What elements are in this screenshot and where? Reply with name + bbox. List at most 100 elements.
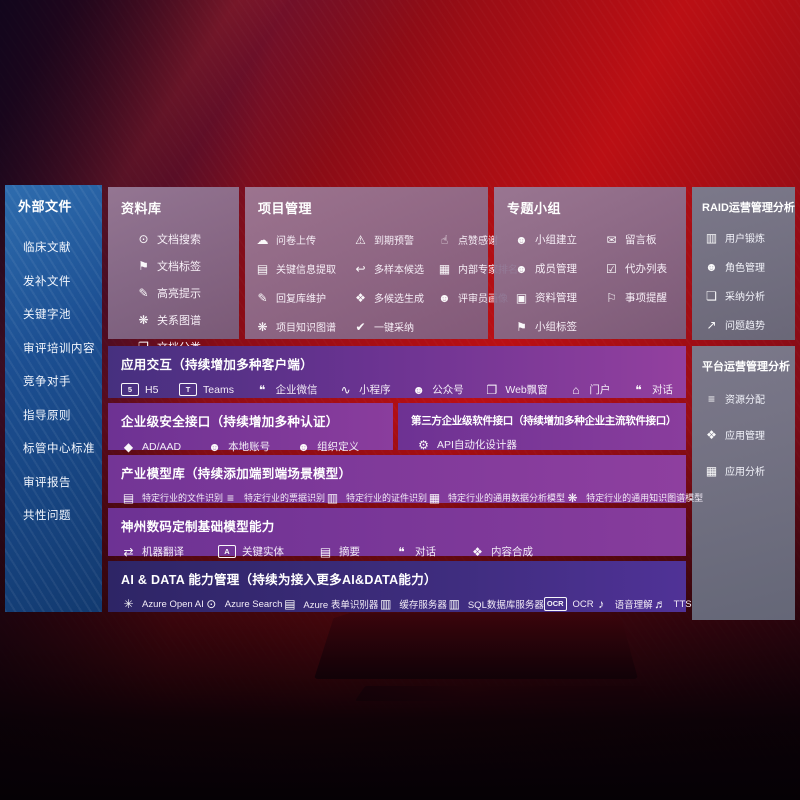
feature-label: 到期预警 [374, 236, 414, 247]
industry-model-title: 产业模型库（持续添加端到端场景模型） [121, 467, 352, 481]
alarm-warning-icon: ⚠ [355, 232, 366, 247]
feature-item: ▥ 缓存服务器 [378, 597, 447, 611]
base-model-title: 神州数码定制基础模型能力 [121, 520, 275, 534]
feature-item: T Teams [179, 382, 234, 397]
feature-item: ❋ 项目知识图谱 [255, 319, 353, 335]
ai-data-band: AI & DATA 能力管理（持续为接入更多AI&DATA能力） ✳ Azure… [108, 561, 692, 612]
material-manage-icon: ▣ [515, 290, 528, 305]
third-party-interface-items: ⚙ API自动化设计器 [416, 437, 673, 452]
feature-label: 问卷上传 [276, 236, 316, 247]
openai-icon: ✳ [123, 597, 134, 611]
feature-item: ❋ 关系图谱 [136, 312, 239, 328]
feature-item: ▦ 应用分析 [704, 463, 795, 479]
feature-label: 内部专家排名 [458, 265, 518, 276]
feature-item: ⚑ 小组标签 [514, 319, 604, 334]
azure-search-icon: ⊙ [206, 597, 217, 611]
platform-analysis-items: ≡ 资源分配 ❖ 应用管理 ▦ 应用分析 [704, 391, 795, 479]
external-file-item: 标管中心标准 [23, 443, 95, 455]
feature-label: 点赞感谢 [458, 236, 498, 247]
feature-label: 成员管理 [535, 263, 577, 275]
feature-item: ☻ 组织定义 [296, 439, 359, 454]
feature-label: 本地账号 [228, 441, 271, 453]
doc-tag-icon: ⚑ [138, 259, 149, 273]
feature-item: ☻ 角色管理 [704, 259, 795, 275]
official-account-icon: ☻ [412, 382, 426, 397]
feature-item: ⊙ Azure Search [204, 597, 282, 611]
feature-label: 采纳分析 [725, 292, 765, 303]
feature-label: 公众号 [432, 384, 464, 396]
feature-item: ❝ 对话 [394, 544, 436, 559]
feature-item: ⚠ 到期预警 [353, 232, 437, 248]
feature-item: ✉ 留言板 [604, 232, 680, 247]
knowledge-graph-model-icon: ❋ [567, 490, 578, 505]
feature-item: ❖ 多候选生成 [353, 290, 437, 306]
external-file-item: 临床文献 [23, 242, 71, 254]
user-card-icon: ▥ [705, 230, 718, 245]
web-popup-icon: ❐ [486, 382, 498, 397]
id-recognition-icon: ▥ [326, 490, 339, 505]
feature-label: 门户 [589, 384, 611, 396]
feature-label: 文档标签 [157, 261, 201, 273]
project-management-panel: 项目管理 ☁ 问卷上传 ⚠ 到期预警 ☝ 点赞感谢 ▤ [245, 187, 518, 339]
feature-label: AD/AAD [142, 440, 182, 453]
base-model-band: 神州数码定制基础模型能力 ⇄ 机器翻译 A 关键实体 ▤ 摘要 [108, 508, 686, 559]
app-interaction-band: 应用交互（持续增加多种客户端） 5 H5 T Teams ❝ 企业微信 [108, 346, 686, 398]
summary-icon: ▤ [319, 544, 332, 559]
feature-item: ▦ 特定行业的通用数据分析模型 [427, 491, 565, 504]
feature-label: 特定行业的票据识别 [244, 493, 326, 503]
library-panel: 资料库 ⊙ 文档搜索 ⚑ 文档标签 ✎ 高亮提示 ❋ [108, 187, 239, 354]
feature-item: ▦ 内部专家排名 [437, 261, 518, 277]
member-manage-icon: ☻ [515, 261, 528, 276]
feature-item: ❝ 对话 [631, 382, 673, 397]
feature-label: 高亮提示 [157, 288, 201, 300]
cloud-upload-icon: ☁ [256, 232, 269, 247]
key-entity-icon: A [218, 544, 236, 559]
external-file-item: 指导原则 [23, 409, 71, 422]
feature-item: ❝ 企业微信 [255, 382, 318, 397]
raid-analysis-title: RAID运营管理分析 [702, 202, 795, 214]
issue-trend-icon: ↗ [706, 317, 717, 332]
topic-group-title: 专题小组 [507, 201, 562, 216]
chat-icon: ❝ [398, 544, 405, 559]
feature-label: 企业微信 [275, 384, 318, 396]
feature-item: ▥ SQL数据库服务器 [447, 597, 544, 611]
thumbs-up-icon: ☝ [440, 232, 449, 247]
feature-item: ❏ 采纳分析 [704, 288, 795, 304]
expert-ranking-icon: ▦ [438, 261, 451, 276]
app-interaction-title: 应用交互（持续增加多种客户端） [121, 358, 314, 372]
feature-label: 对话 [415, 546, 436, 558]
resource-allocation-icon: ≡ [707, 391, 715, 406]
library-title: 资料库 [121, 201, 162, 216]
feature-label: 关键实体 [242, 546, 284, 558]
ai-data-items: ✳ Azure Open AI ⊙ Azure Search ▤ Azure 表… [121, 597, 692, 611]
receipt-recognition-icon: ≡ [227, 490, 235, 505]
feature-item: ☻ 本地账号 [207, 439, 270, 454]
feature-item: ▥ 用户锻炼 [704, 230, 795, 246]
feature-label: 摘要 [339, 546, 360, 558]
feature-item: ♪ 语音理解 [594, 597, 653, 611]
feature-label: 对话 [651, 384, 673, 396]
key-info-extract-icon: ▤ [256, 261, 269, 276]
reminder-bell-icon: ⚐ [606, 290, 617, 305]
feature-item: ∿ 小程序 [338, 382, 391, 397]
feature-label: Web飘窗 [505, 384, 548, 396]
feature-item: ☑ 代办列表 [604, 261, 680, 276]
feature-label: 用户锻炼 [725, 234, 765, 245]
feature-label: 回复库维护 [276, 294, 326, 305]
feature-label: TTS [673, 598, 692, 610]
speech-understand-icon: ♪ [598, 597, 605, 611]
feature-item: ≡ 资源分配 [704, 391, 795, 407]
feature-label: 文档搜索 [157, 234, 201, 246]
feature-item: ❖ 内容合成 [470, 544, 533, 559]
feature-label: OCR [572, 598, 594, 610]
industry-model-band: 产业模型库（持续添加端到端场景模型） ▤ 特定行业的文件识别 ≡ 特定行业的票据… [108, 455, 703, 505]
local-account-icon: ☻ [208, 439, 221, 454]
feature-item: ☻ 小组建立 [514, 232, 604, 247]
message-board-icon: ✉ [606, 232, 617, 247]
machine-translate-icon: ⇄ [123, 544, 134, 559]
feature-label: 问题趋势 [725, 321, 765, 332]
platform-analysis-panel: 平台运营管理分析 ≡ 资源分配 ❖ 应用管理 ▦ 应用分析 [692, 346, 795, 620]
feature-label: SQL数据库服务器 [467, 600, 544, 611]
feature-item: ✎ 回复库维护 [255, 290, 353, 306]
